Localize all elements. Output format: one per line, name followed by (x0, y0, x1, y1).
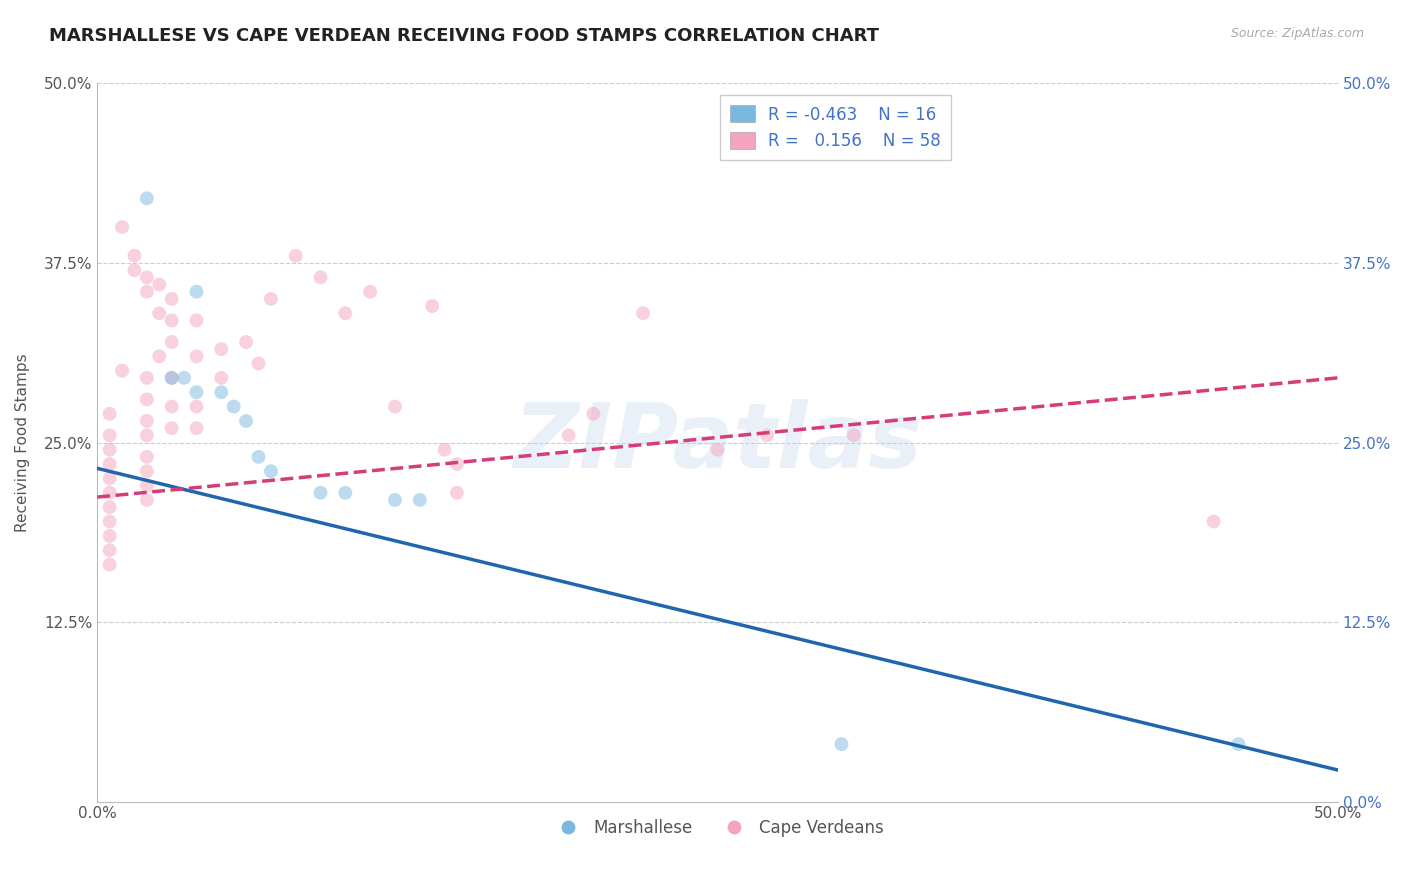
Y-axis label: Receiving Food Stamps: Receiving Food Stamps (15, 353, 30, 532)
Point (98, 558, 121, 572)
Point (160, 371, 183, 385)
Point (186, 285, 208, 299)
Point (186, 421, 208, 435)
Point (446, 485, 468, 500)
Point (384, 400, 406, 414)
Point (409, 492, 432, 507)
Point (309, 270, 332, 285)
Point (135, 285, 157, 299)
Point (335, 485, 357, 500)
Point (135, 414, 157, 428)
Point (111, 364, 134, 378)
Point (209, 342, 232, 356)
Point (98, 442, 121, 457)
Point (186, 385, 208, 400)
Point (209, 371, 232, 385)
Text: ZIPatlas: ZIPatlas (513, 399, 922, 486)
Point (1202, 515, 1225, 529)
Point (98, 457, 121, 471)
Point (446, 457, 468, 471)
Point (631, 306, 654, 320)
Point (98, 485, 121, 500)
Point (160, 313, 183, 327)
Point (98, 471, 121, 485)
Point (135, 392, 157, 407)
Point (260, 292, 283, 306)
Point (235, 334, 257, 349)
Point (135, 270, 157, 285)
Point (135, 450, 157, 464)
Point (148, 277, 170, 292)
Point (706, 442, 728, 457)
Point (135, 492, 157, 507)
Point (135, 191, 157, 205)
Point (186, 349, 208, 363)
Point (260, 464, 283, 478)
Point (186, 313, 208, 327)
Point (160, 421, 183, 435)
Point (148, 306, 170, 320)
Point (247, 357, 270, 371)
Point (160, 292, 183, 306)
Point (830, 737, 852, 751)
Point (148, 349, 170, 363)
Point (247, 450, 270, 464)
Point (135, 371, 157, 385)
Point (98, 407, 121, 421)
Point (284, 249, 307, 263)
Text: Source: ZipAtlas.com: Source: ZipAtlas.com (1230, 27, 1364, 40)
Legend: Marshallese, Cape Verdeans: Marshallese, Cape Verdeans (544, 813, 890, 844)
Point (420, 299, 443, 313)
Point (582, 407, 605, 421)
Point (124, 249, 146, 263)
Point (756, 428, 779, 442)
Point (557, 428, 579, 442)
Point (309, 485, 332, 500)
Point (209, 385, 232, 400)
Point (335, 306, 357, 320)
Point (160, 371, 183, 385)
Point (222, 400, 245, 414)
Point (98, 529, 121, 543)
Point (384, 492, 406, 507)
Point (433, 442, 456, 457)
Point (124, 263, 146, 277)
Text: MARSHALLESE VS CAPE VERDEAN RECEIVING FOOD STAMPS CORRELATION CHART: MARSHALLESE VS CAPE VERDEAN RECEIVING FO… (49, 27, 879, 45)
Point (98, 543, 121, 558)
Point (1227, 737, 1250, 751)
Point (160, 334, 183, 349)
Point (359, 285, 381, 299)
Point (135, 464, 157, 478)
Point (111, 220, 134, 235)
Point (135, 478, 157, 492)
Point (842, 428, 865, 442)
Point (98, 428, 121, 442)
Point (98, 515, 121, 529)
Point (98, 500, 121, 515)
Point (173, 371, 195, 385)
Point (235, 414, 257, 428)
Point (186, 400, 208, 414)
Point (160, 400, 183, 414)
Point (135, 428, 157, 442)
